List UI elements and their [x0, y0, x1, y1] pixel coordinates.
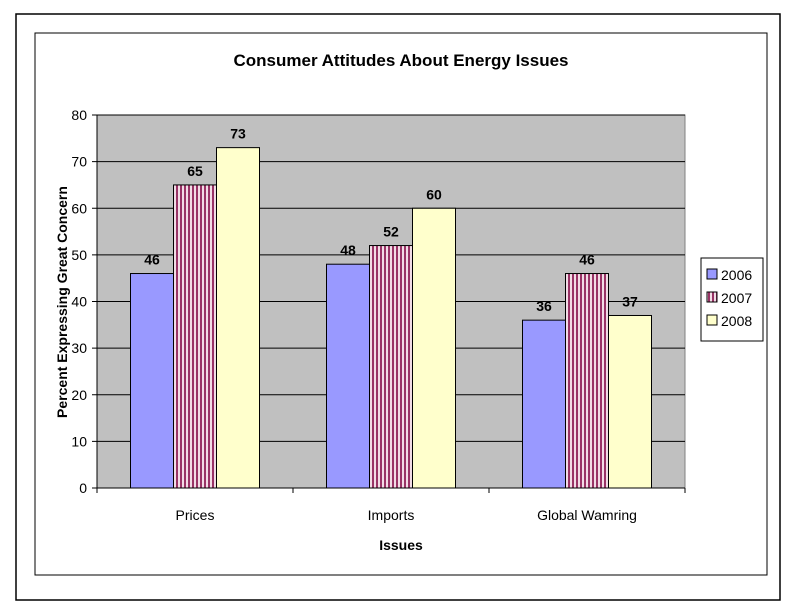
bar [174, 185, 217, 488]
legend-swatch [707, 269, 717, 279]
y-tick-label: 30 [71, 340, 87, 356]
x-tick-label: Prices [176, 507, 215, 523]
bar [413, 208, 456, 488]
chart-title: Consumer Attitudes About Energy Issues [233, 51, 568, 70]
data-label: 46 [579, 252, 595, 268]
data-label: 73 [230, 126, 246, 142]
y-tick-label: 50 [71, 247, 87, 263]
y-tick-label: 60 [71, 200, 87, 216]
bar [609, 315, 652, 488]
x-tick-label: Imports [368, 507, 415, 523]
y-tick-label: 40 [71, 294, 87, 310]
bar [217, 148, 260, 488]
y-tick-label: 80 [71, 107, 87, 123]
data-label: 46 [144, 252, 160, 268]
y-tick-label: 70 [71, 154, 87, 170]
bar [370, 246, 413, 488]
x-axis-title: Issues [379, 537, 423, 553]
bar [327, 264, 370, 488]
y-axis-title: Percent Expressing Great Concern [54, 186, 70, 418]
data-label: 60 [426, 186, 442, 202]
legend-swatch [707, 315, 717, 325]
legend-label: 2006 [721, 267, 752, 283]
y-tick-label: 20 [71, 387, 87, 403]
bar [131, 274, 174, 488]
legend: 2006 2007 2008 [701, 258, 763, 341]
y-tick-label: 10 [71, 433, 87, 449]
data-label: 52 [383, 224, 399, 240]
data-label: 36 [536, 298, 552, 314]
legend-label: 2007 [721, 290, 752, 306]
bar [566, 274, 609, 488]
data-label: 65 [187, 163, 203, 179]
y-tick-label: 0 [79, 480, 87, 496]
data-label: 48 [340, 242, 356, 258]
legend-swatch [707, 292, 717, 302]
bar [523, 320, 566, 488]
x-tick-label: Global Wamring [537, 507, 637, 523]
data-label: 37 [622, 293, 638, 309]
legend-label: 2008 [721, 313, 752, 329]
